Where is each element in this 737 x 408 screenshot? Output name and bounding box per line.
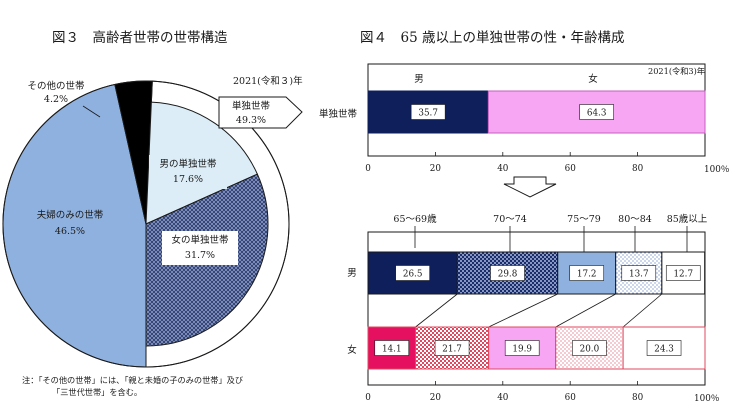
row-label-female: 女 [347, 344, 357, 356]
bottom-chart-frame [367, 231, 706, 386]
pie-value-other: 4.2% [44, 94, 68, 105]
value-label: 14.1 [382, 345, 402, 355]
pie-value-couple: 46.5% [55, 226, 85, 237]
top-chart-year: 2021(令和3)年 [648, 66, 705, 76]
top-chart: 2021(令和3)年 男 女 単独世帯 35.7 64.3 0 20 40 60 80 1… [319, 63, 730, 175]
axis-tick-label: 20 [430, 393, 442, 403]
value-label-box [490, 265, 525, 281]
axis-tick-label: 40 [497, 393, 509, 403]
bottom-axis-unit: 100％ [694, 393, 720, 404]
value-label: 24.3 [654, 345, 674, 355]
value-label: 26.5 [403, 270, 423, 280]
bottom-chart: 65～69歳 70～74 75～79 80～84 85歳以上 男 女 26.5 2… [347, 213, 720, 404]
axis-tick-label: 60 [565, 393, 577, 403]
pie-value-single-male: 17.6% [173, 174, 203, 185]
pie-label-other: その他の世帯 [27, 80, 85, 92]
left-title: 図３ 高齢者世帯の世帯構造 [52, 29, 228, 46]
value-label: 12.7 [673, 270, 693, 280]
axis-tick-label: 60 [565, 164, 577, 174]
callout-value: 49.3% [236, 115, 266, 126]
value-label: 20.0 [580, 345, 600, 355]
axis-tick-label: 40 [497, 164, 509, 174]
note-line-2: 「三世代世帯」を含む。 [52, 387, 142, 397]
pie-label-female-bg [162, 231, 238, 265]
pie-outer-outline [2, 80, 290, 368]
age-label-85-plus: 85歳以上 [667, 213, 708, 225]
segment-connector-line [555, 293, 616, 328]
top-axis-unit: 100％ [704, 164, 730, 175]
note-line-1: 注：「その他の世帯」には、「親と未婚の子のみの世帯」及び [22, 375, 243, 385]
age-leader-lines [414, 226, 688, 252]
value-label: 35.7 [418, 109, 438, 119]
left-year: 2021(令和３)年 [233, 75, 303, 87]
axis-tick-label: 0 [365, 164, 371, 174]
top-legend-male: 男 [414, 74, 424, 85]
value-label-box [374, 340, 410, 356]
value-label: 64.3 [587, 109, 607, 119]
value-label-box [572, 340, 607, 356]
pie-label-male-bg [149, 155, 227, 189]
age-label-80-84: 80～84 [618, 214, 652, 225]
age-label-75-79: 75～79 [567, 214, 601, 225]
value-label-box [434, 340, 470, 356]
single-household-callout [218, 96, 303, 129]
value-label-box [569, 265, 605, 281]
value-label: 29.8 [498, 270, 518, 280]
top-legend-female: 女 [588, 73, 598, 85]
segment-connector-line [415, 293, 458, 328]
right-title: 図４ 65 歳以上の単独世帯の性・年齢構成 [360, 30, 624, 46]
row-label-male: 男 [347, 268, 357, 279]
value-label: 21.7 [442, 345, 462, 355]
segment-connector-line [488, 293, 558, 328]
axis-tick-label: 20 [430, 164, 442, 174]
value-label: 13.7 [629, 270, 649, 280]
value-label-box [504, 340, 540, 356]
age-label-65-69: 65～69歳 [393, 213, 437, 225]
other-leader-line [82, 105, 101, 118]
axis-tick-label: 80 [632, 393, 644, 403]
pie-label-single-female: 女の単独世帯 [171, 234, 229, 246]
age-label-70-74: 70～74 [493, 214, 527, 225]
value-label-box [410, 104, 446, 120]
segment-connector-line [622, 293, 663, 328]
axis-tick-label: 80 [632, 164, 644, 174]
pie-label-single-male: 男の単独世帯 [159, 158, 217, 170]
value-label-box [646, 340, 682, 356]
axis-tick-label: 0 [365, 393, 371, 403]
callout-label: 単独世帯 [232, 100, 271, 112]
value-label-box [665, 265, 701, 281]
pie-value-single-female: 31.7% [185, 250, 215, 261]
value-label: 19.9 [512, 345, 532, 355]
value-label-box [621, 265, 657, 281]
value-label-box [579, 104, 614, 120]
down-arrow-icon [503, 176, 557, 198]
value-label-box [395, 265, 430, 281]
value-label: 17.2 [577, 270, 597, 280]
top-category-label: 単独世帯 [319, 108, 358, 120]
pie-label-couple: 夫婦のみの世帯 [37, 209, 104, 221]
